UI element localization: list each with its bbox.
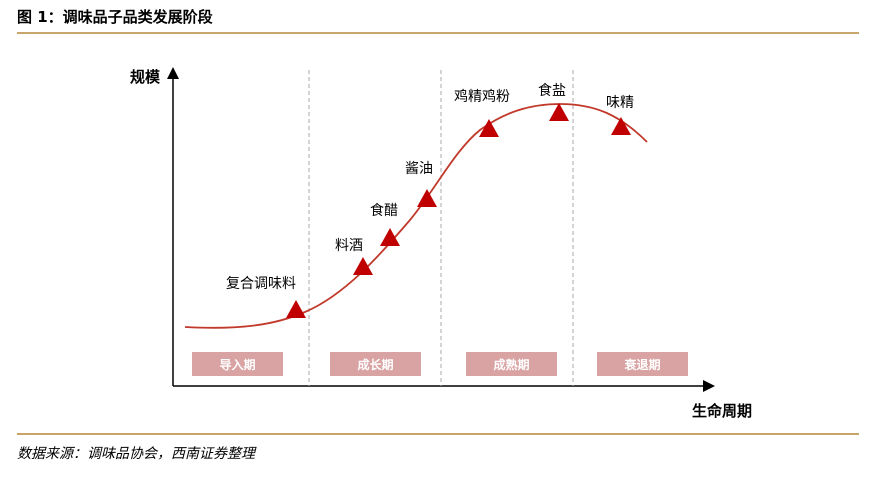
stage-box-growth (330, 352, 421, 376)
category-marker (353, 257, 373, 275)
figure-title: 图 1：调味品子品类发展阶段 (17, 8, 213, 26)
category-label: 料酒 (335, 238, 363, 254)
title-rule (17, 32, 859, 34)
category-marker (549, 103, 569, 121)
category-marker (479, 119, 499, 137)
category-label: 复合调味料 (226, 275, 296, 292)
stage-box-decline (597, 352, 688, 376)
stage-label-mature: 成熟期 (493, 357, 529, 372)
category-marker (417, 189, 437, 207)
footer-rule (17, 433, 859, 435)
stage-label-decline: 衰退期 (623, 357, 660, 372)
stage-box-intro (192, 352, 283, 376)
category-label: 酱油 (405, 161, 433, 177)
category-marker (611, 117, 631, 135)
category-label: 味精 (606, 95, 634, 111)
x-axis-label: 生命周期 (692, 402, 752, 420)
lifecycle-curve (184, 103, 648, 329)
stage-box-mature (466, 352, 557, 376)
stage-label-growth: 成长期 (357, 357, 393, 372)
category-label: 鸡精鸡粉 (454, 88, 510, 105)
category-marker (286, 300, 306, 318)
y-axis-label: 规模 (130, 68, 161, 86)
category-label: 食盐 (538, 82, 566, 99)
category-marker (380, 228, 400, 246)
source-note: 数据来源：调味品协会，西南证券整理 (17, 446, 255, 462)
category-label: 食醋 (370, 202, 398, 219)
stage-label-intro: 导入期 (219, 357, 255, 372)
